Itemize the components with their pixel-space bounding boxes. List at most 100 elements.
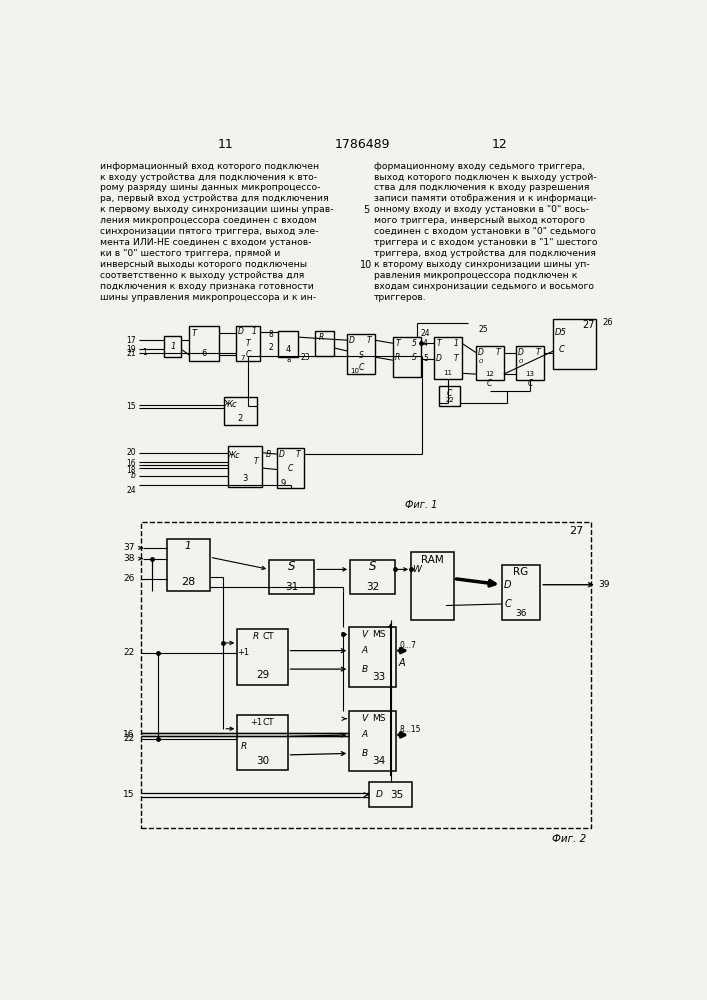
- Text: D: D: [349, 336, 355, 345]
- Text: 10: 10: [360, 260, 372, 270]
- Text: MS: MS: [372, 714, 385, 723]
- Text: T: T: [246, 339, 250, 348]
- Bar: [347, 334, 375, 374]
- Text: информационный вход которого подключен: информационный вход которого подключен: [100, 162, 319, 171]
- Text: ра, первый вход устройства для подключения: ра, первый вход устройства для подключен…: [100, 194, 329, 203]
- Text: 26: 26: [602, 318, 613, 327]
- Text: триггера и с входом установки в "1" шестого: триггера и с входом установки в "1" шест…: [373, 238, 597, 247]
- Text: 0...7: 0...7: [399, 641, 416, 650]
- Bar: [554, 319, 596, 369]
- Text: выход которого подключен к выходу устрой-: выход которого подключен к выходу устрой…: [373, 173, 596, 182]
- Bar: [141, 522, 590, 828]
- Text: 27: 27: [582, 320, 595, 330]
- Text: 27: 27: [570, 526, 584, 536]
- Text: C: C: [288, 464, 293, 473]
- Text: 7: 7: [240, 355, 245, 361]
- Text: 16: 16: [124, 730, 135, 739]
- Text: T: T: [191, 329, 197, 338]
- Text: к входу устройства для подключения к вто-: к входу устройства для подключения к вто…: [100, 173, 317, 182]
- Bar: [315, 331, 334, 356]
- Text: 22: 22: [124, 734, 135, 743]
- Text: 37: 37: [124, 543, 135, 552]
- Text: 3: 3: [243, 474, 247, 483]
- Text: ства для подключения к входу разрешения: ства для подключения к входу разрешения: [373, 183, 589, 192]
- Text: T: T: [453, 354, 458, 363]
- Text: T: T: [536, 348, 540, 357]
- Text: 20: 20: [126, 448, 136, 457]
- Text: D: D: [504, 580, 511, 590]
- Text: C: C: [245, 350, 251, 359]
- Text: 1: 1: [185, 541, 192, 551]
- Text: b: b: [131, 471, 136, 480]
- Text: мого триггера, инверсный выход которого: мого триггера, инверсный выход которого: [373, 216, 585, 225]
- Bar: [438, 386, 460, 406]
- Text: R: R: [395, 353, 400, 362]
- Text: 18: 18: [126, 466, 136, 475]
- Text: 1786489: 1786489: [334, 138, 390, 151]
- Text: C: C: [447, 389, 452, 398]
- Bar: [189, 326, 218, 361]
- Text: 29: 29: [256, 670, 269, 680]
- Text: O: O: [479, 359, 483, 364]
- Bar: [411, 552, 454, 620]
- Bar: [434, 337, 462, 379]
- Text: C: C: [527, 379, 533, 388]
- Text: 39: 39: [598, 580, 610, 589]
- Text: 31: 31: [285, 582, 298, 592]
- Bar: [167, 539, 209, 591]
- Text: 25: 25: [479, 325, 489, 334]
- Text: рому разряду шины данных микропроцессо-: рому разряду шины данных микропроцессо-: [100, 183, 320, 192]
- Text: 16: 16: [126, 459, 136, 468]
- Text: соответственно к выходу устройства для: соответственно к выходу устройства для: [100, 271, 304, 280]
- Text: 1: 1: [170, 342, 175, 351]
- Text: T: T: [496, 348, 500, 357]
- Text: триггера, вход устройства для подключения: триггера, вход устройства для подключени…: [373, 249, 595, 258]
- Text: 1: 1: [453, 339, 458, 348]
- Text: 28: 28: [181, 577, 195, 587]
- Text: 33: 33: [372, 672, 385, 682]
- Text: 5: 5: [423, 354, 428, 363]
- Text: 26: 26: [124, 574, 135, 583]
- Text: соединен с входом установки в "0" седьмого: соединен с входом установки в "0" седьмо…: [373, 227, 595, 236]
- Text: 1: 1: [252, 327, 257, 336]
- Text: 1: 1: [143, 348, 147, 357]
- Text: 15: 15: [126, 402, 136, 411]
- Text: ки в "0" шестого триггера, прямой и: ки в "0" шестого триггера, прямой и: [100, 249, 281, 258]
- Text: 8: 8: [286, 357, 291, 363]
- Text: 15: 15: [124, 790, 135, 799]
- Text: S: S: [288, 560, 296, 573]
- Text: 5: 5: [412, 339, 417, 348]
- Text: 19: 19: [126, 345, 136, 354]
- Bar: [279, 331, 298, 357]
- Bar: [476, 346, 504, 380]
- Bar: [349, 711, 396, 771]
- Bar: [277, 448, 304, 488]
- Text: записи памяти отображения и к информаци-: записи памяти отображения и к информаци-: [373, 194, 596, 203]
- Text: A: A: [362, 730, 368, 739]
- Text: подключения к входу признака готовности: подключения к входу признака готовности: [100, 282, 314, 291]
- Text: RAM: RAM: [421, 555, 444, 565]
- Text: к второму выходу синхронизации шины уп-: к второму выходу синхронизации шины уп-: [373, 260, 590, 269]
- Bar: [228, 446, 262, 487]
- Text: +1: +1: [238, 648, 250, 657]
- Bar: [393, 337, 421, 377]
- Text: D: D: [436, 354, 442, 363]
- Text: A: A: [399, 658, 405, 668]
- Text: T: T: [254, 457, 258, 466]
- Text: D5: D5: [555, 328, 567, 337]
- Text: C: C: [487, 379, 493, 388]
- Text: 8...15: 8...15: [399, 725, 421, 734]
- Text: 13: 13: [525, 371, 534, 377]
- Text: V: V: [362, 630, 368, 639]
- Bar: [349, 627, 396, 687]
- Text: Фиг. 1: Фиг. 1: [405, 500, 438, 510]
- Text: 22: 22: [445, 397, 454, 403]
- Text: CT: CT: [263, 632, 274, 641]
- Bar: [235, 326, 260, 361]
- Text: D: D: [238, 327, 243, 336]
- Text: онному входу и входу установки в "0" вось-: онному входу и входу установки в "0" вос…: [373, 205, 589, 214]
- Text: C: C: [559, 345, 564, 354]
- Text: к первому выходу синхронизации шины управ-: к первому выходу синхронизации шины упра…: [100, 205, 334, 214]
- Text: 23: 23: [300, 353, 310, 362]
- Bar: [164, 336, 182, 357]
